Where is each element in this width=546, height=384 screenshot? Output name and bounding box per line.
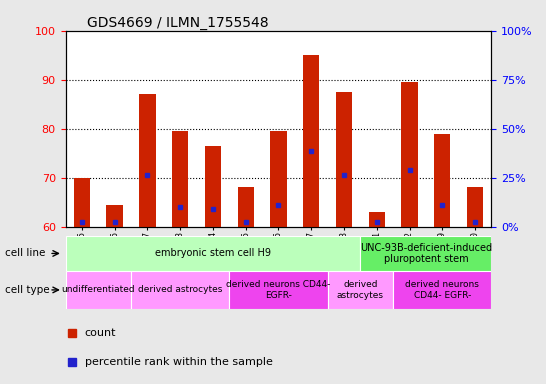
Bar — [205, 146, 221, 227]
Text: count: count — [85, 328, 116, 338]
Bar — [369, 212, 385, 227]
Bar — [106, 205, 123, 227]
Bar — [360, 236, 491, 271]
Text: derived
astrocytes: derived astrocytes — [337, 280, 384, 300]
Text: cell type: cell type — [5, 285, 50, 295]
Bar — [270, 131, 287, 227]
Bar — [66, 271, 131, 309]
Bar — [139, 94, 156, 227]
Text: derived astrocytes: derived astrocytes — [138, 285, 222, 295]
Text: undifferentiated: undifferentiated — [62, 285, 135, 295]
Bar — [66, 236, 360, 271]
Bar — [229, 271, 328, 309]
Bar — [393, 271, 491, 309]
Bar — [238, 187, 254, 227]
Bar — [401, 82, 418, 227]
Bar — [467, 187, 483, 227]
Text: GDS4669 / ILMN_1755548: GDS4669 / ILMN_1755548 — [87, 16, 269, 30]
Text: percentile rank within the sample: percentile rank within the sample — [85, 357, 272, 367]
Bar — [74, 177, 90, 227]
Bar — [336, 92, 352, 227]
Text: derived neurons
CD44- EGFR-: derived neurons CD44- EGFR- — [405, 280, 479, 300]
Bar — [172, 131, 188, 227]
Text: embryonic stem cell H9: embryonic stem cell H9 — [155, 248, 271, 258]
Text: cell line: cell line — [5, 248, 46, 258]
Bar — [328, 271, 393, 309]
Bar — [131, 271, 229, 309]
Bar — [303, 55, 319, 227]
Text: UNC-93B-deficient-induced
pluropotent stem: UNC-93B-deficient-induced pluropotent st… — [360, 243, 492, 264]
Bar — [434, 134, 450, 227]
Text: derived neurons CD44-
EGFR-: derived neurons CD44- EGFR- — [226, 280, 331, 300]
